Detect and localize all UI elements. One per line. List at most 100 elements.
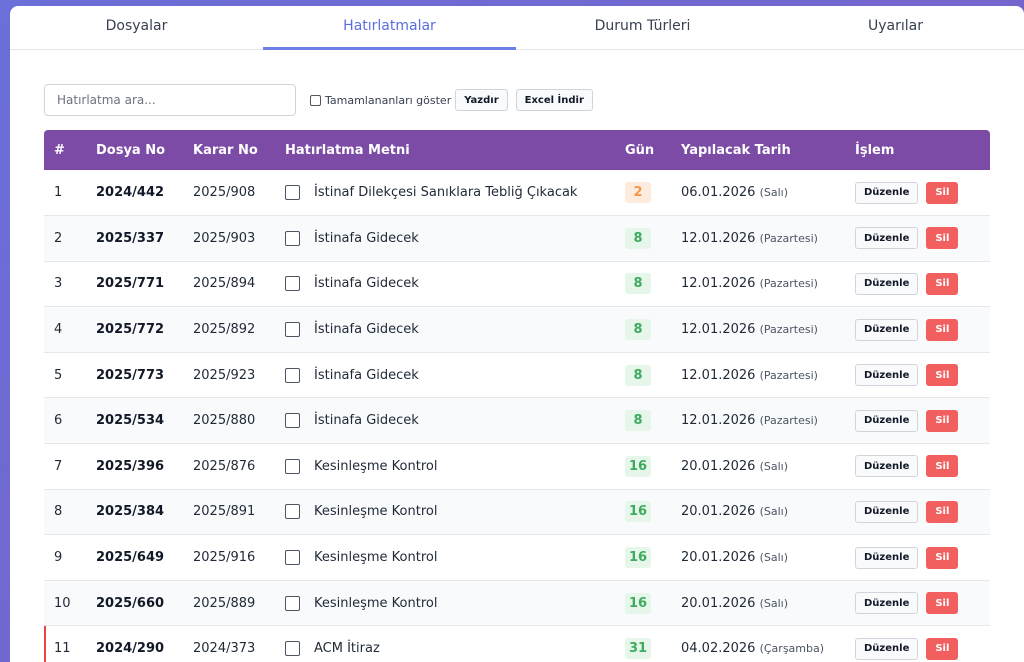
karar-no: 2025/892 xyxy=(193,322,256,338)
edit-button[interactable]: Düzenle xyxy=(855,272,919,295)
due-weekday: (Çarşamba) xyxy=(759,642,825,656)
metin-cell: ACM İtiraz xyxy=(275,626,615,662)
karar-no: 2025/889 xyxy=(193,595,256,611)
due-date: 12.01.2026 xyxy=(681,230,756,246)
delete-button[interactable]: Sil xyxy=(926,546,959,569)
days-badge: 8 xyxy=(625,273,651,295)
metin-cell: Kesinleşme Kontrol xyxy=(275,444,615,490)
due-date: 06.01.2026 xyxy=(681,185,756,201)
main-panel: Dosyalar Hatırlatmalar Durum Türleri Uya… xyxy=(10,6,1024,662)
dosya-no: 2024/290 xyxy=(96,641,165,657)
edit-button[interactable]: Düzenle xyxy=(855,318,919,341)
gun-cell: 8 xyxy=(615,261,671,307)
reminder-text: ACM İtiraz xyxy=(314,641,380,657)
delete-button[interactable]: Sil xyxy=(926,227,959,250)
tab-durum-turleri[interactable]: Durum Türleri xyxy=(594,18,691,34)
due-date: 20.01.2026 xyxy=(681,504,756,520)
edit-button[interactable]: Düzenle xyxy=(855,546,919,569)
gun-cell: 16 xyxy=(615,535,671,581)
print-button[interactable]: Yazdır xyxy=(455,89,508,111)
row-index: 2 xyxy=(54,230,63,246)
metin-cell: İstinafa Gidecek xyxy=(275,398,615,444)
delete-button[interactable]: Sil xyxy=(926,181,959,204)
reminder-text: İstinafa Gidecek xyxy=(314,276,419,292)
tab-hatirlatmalar[interactable]: Hatırlatmalar xyxy=(263,6,516,50)
dosya-no: 2025/771 xyxy=(96,276,165,292)
actions-cell: Düzenle Sil xyxy=(845,398,990,444)
due-weekday: (Salı) xyxy=(759,505,788,519)
delete-button[interactable]: Sil xyxy=(926,318,959,341)
days-badge: 8 xyxy=(625,227,651,249)
edit-button[interactable]: Düzenle xyxy=(855,592,919,615)
edit-button[interactable]: Düzenle xyxy=(855,455,919,478)
row-checkbox[interactable] xyxy=(285,413,300,429)
dosya-no: 2025/396 xyxy=(96,458,165,474)
delete-button[interactable]: Sil xyxy=(926,592,959,615)
due-date: 20.01.2026 xyxy=(681,458,756,474)
delete-button[interactable]: Sil xyxy=(926,637,959,660)
tarih-cell: 12.01.2026 (Pazartesi) xyxy=(671,216,845,262)
karar-no: 2025/891 xyxy=(193,504,256,520)
col-header-islem: İşlem xyxy=(855,142,895,158)
delete-button[interactable]: Sil xyxy=(926,409,959,432)
edit-button[interactable]: Düzenle xyxy=(855,409,919,432)
row-checkbox[interactable] xyxy=(285,595,300,611)
search-input[interactable] xyxy=(44,84,296,116)
gun-cell: 31 xyxy=(615,626,671,662)
edit-button[interactable]: Düzenle xyxy=(855,637,919,660)
dosya-no: 2025/772 xyxy=(96,322,165,338)
delete-button[interactable]: Sil xyxy=(926,500,959,523)
col-header-tarih: Yapılacak Tarih xyxy=(681,142,791,158)
tab-bar: Dosyalar Hatırlatmalar Durum Türleri Uya… xyxy=(10,6,1024,50)
due-weekday: (Salı) xyxy=(759,551,788,565)
reminders-table: # Dosya No Karar No Hatırlatma Metni Gün… xyxy=(44,130,990,662)
row-checkbox[interactable] xyxy=(285,322,300,338)
table-row: 10 2025/660 2025/889 Kesinleşme Kontrol 16 20… xyxy=(44,580,990,626)
gun-cell: 8 xyxy=(615,398,671,444)
row-checkbox[interactable] xyxy=(285,550,300,566)
row-checkbox[interactable] xyxy=(285,458,300,474)
metin-cell: İstinafa Gidecek xyxy=(275,352,615,398)
dosya-no: 2025/337 xyxy=(96,230,165,246)
row-checkbox[interactable] xyxy=(285,230,300,246)
delete-button[interactable]: Sil xyxy=(926,455,959,478)
due-date: 04.02.2026 xyxy=(681,641,756,657)
metin-cell: İstinafa Gidecek xyxy=(275,261,615,307)
edit-button[interactable]: Düzenle xyxy=(855,227,919,250)
tab-uyarilar[interactable]: Uyarılar xyxy=(868,18,923,34)
due-date: 12.01.2026 xyxy=(681,276,756,292)
tab-dosyalar[interactable]: Dosyalar xyxy=(105,18,168,34)
edit-button[interactable]: Düzenle xyxy=(855,364,919,387)
actions-cell: Düzenle Sil xyxy=(845,444,990,490)
excel-download-button[interactable]: Excel İndir xyxy=(515,89,593,111)
row-checkbox[interactable] xyxy=(285,185,300,201)
reminder-text: Kesinleşme Kontrol xyxy=(314,595,438,611)
days-badge: 8 xyxy=(625,410,651,432)
table-row: 9 2025/649 2025/916 Kesinleşme Kontrol 16 20.… xyxy=(44,535,990,581)
table-row: 3 2025/771 2025/894 İstinafa Gidecek 8 12.01.… xyxy=(44,261,990,307)
row-index: 10 xyxy=(54,595,71,611)
tarih-cell: 06.01.2026 (Salı) xyxy=(671,170,845,216)
row-checkbox[interactable] xyxy=(285,367,300,383)
edit-button[interactable]: Düzenle xyxy=(855,181,919,204)
gun-cell: 2 xyxy=(615,170,671,216)
row-checkbox[interactable] xyxy=(285,276,300,292)
row-index: 7 xyxy=(54,458,63,474)
col-header-metin: Hatırlatma Metni xyxy=(285,142,410,158)
edit-button[interactable]: Düzenle xyxy=(855,500,919,523)
row-checkbox[interactable] xyxy=(285,641,300,657)
karar-no: 2025/903 xyxy=(193,230,256,246)
actions-cell: Düzenle Sil xyxy=(845,170,990,216)
table-row: 4 2025/772 2025/892 İstinafa Gidecek 8 12.01.… xyxy=(44,306,990,353)
delete-button[interactable]: Sil xyxy=(926,272,959,295)
show-completed-toggle[interactable]: Tamamlananları göster xyxy=(310,94,451,107)
dosya-no: 2025/773 xyxy=(96,367,165,383)
col-header-karar-no: Karar No xyxy=(193,142,258,158)
show-completed-checkbox[interactable] xyxy=(310,94,321,106)
reminder-text: Kesinleşme Kontrol xyxy=(314,504,438,520)
delete-button[interactable]: Sil xyxy=(926,364,959,387)
actions-cell: Düzenle Sil xyxy=(845,489,990,535)
row-index: 11 xyxy=(44,626,86,662)
row-checkbox[interactable] xyxy=(285,504,300,520)
due-weekday: (Salı) xyxy=(759,459,788,473)
